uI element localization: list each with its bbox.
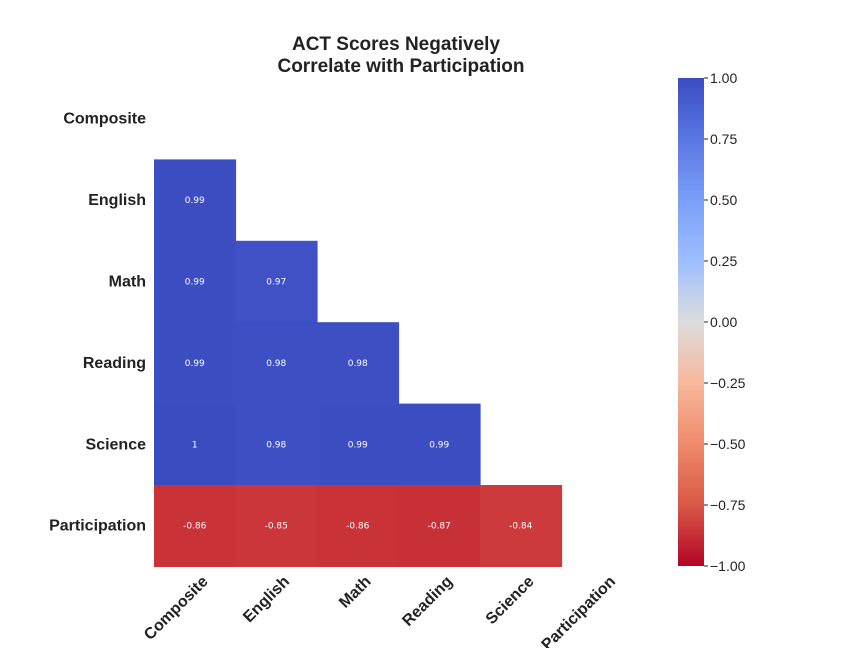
cell-value-label: 0.98 [348,359,368,369]
row-tick-label: Participation [49,518,146,535]
colorbar-tick-label: 0.25 [710,253,737,269]
row-tick-labels: Composite English Math Reading Science Partic… [49,111,146,535]
column-tick-label: Science [483,573,538,628]
heatmap-cell [398,403,481,486]
cell-value-label: 0.98 [266,440,286,450]
chart-title-line-2: Correlate with Participation [277,56,524,77]
cell-value-label: 0.97 [266,278,286,288]
row-tick-label: Reading [83,355,146,372]
heatmap-cell [480,485,563,567]
column-tick-label: Reading [399,573,456,630]
heatmap-cell [317,485,400,567]
colorbar [678,78,704,566]
cell-value-label: -0.87 [428,522,451,532]
row-tick-label: English [88,192,146,209]
heatmap-cell [235,485,318,567]
cell-value-label: 0.99 [348,440,368,450]
colorbar-tick-label: −0.25 [710,375,746,391]
cell-value-label: -0.84 [509,522,533,532]
colorbar-tick-label: 0.75 [710,131,737,147]
heatmap-cells [154,159,563,567]
colorbar-tick-label: 1.00 [710,70,737,86]
colorbar-tick-label: −0.50 [710,436,746,452]
heatmap-cell [398,485,481,567]
row-tick-label: Math [109,274,146,291]
cell-value-label: 0.99 [185,359,205,369]
heatmap-cell [317,322,400,405]
column-tick-labels: Composite English Math Reading Science Partic… [141,573,619,648]
cell-value-label: -0.86 [346,522,370,532]
colorbar-tick-label: 0.50 [710,192,737,208]
column-tick-label: Composite [141,573,212,644]
cell-value-label: 0.99 [429,440,449,450]
cell-value-label: 0.99 [185,278,205,288]
heatmap-cell [154,159,237,242]
row-tick-label: Composite [63,111,146,128]
cell-value-label: 1 [192,440,198,450]
column-tick-label: English [240,573,293,626]
colorbar-tick-label: −0.75 [710,497,746,513]
cell-value-label: -0.86 [183,522,207,532]
heatmap-cell [154,322,237,405]
heatmap-cell [317,403,400,486]
colorbar-tick-label: −1.00 [710,558,746,574]
colorbar-ticks: 1.00 0.75 0.50 0.25 0.00 −0.25 −0.50 −0.75 −1.00 [704,70,746,574]
column-tick-label: Participation [539,573,620,648]
heatmap-cell [235,403,318,486]
heatmap-cell [235,322,318,405]
cell-value-label: 0.98 [266,359,286,369]
row-tick-label: Science [86,436,147,453]
cell-value-label: -0.85 [265,522,288,532]
heatmap-cell [154,403,237,486]
heatmap-cell-labels: 0.99 0.99 0.97 0.99 0.98 0.98 1 0.98 0.99 0.99 -0.… [183,196,533,532]
cell-value-label: 0.99 [185,196,205,206]
column-tick-label: Math [336,573,374,611]
colorbar-tick-label: 0.00 [710,314,737,330]
heatmap-cell [235,240,318,323]
heatmap-cell [154,240,237,323]
chart-title-line-1: ACT Scores Negatively [292,34,500,55]
heatmap-cell [154,485,237,567]
